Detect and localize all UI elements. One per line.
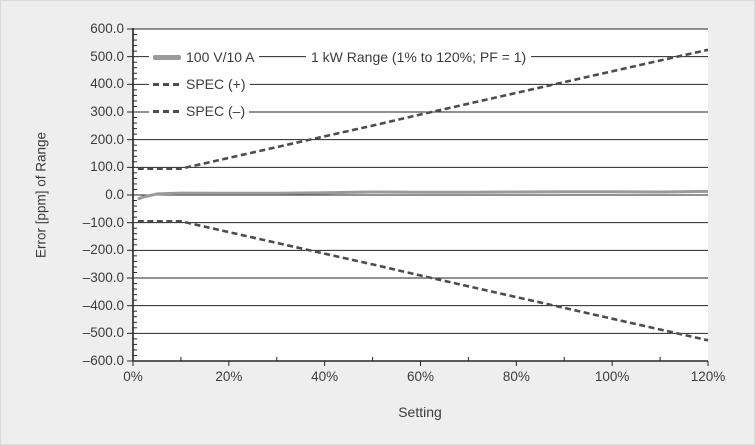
y-axis-title: Error [ppm] of Range <box>33 131 49 259</box>
legend-item-spec-plus: SPEC (+) <box>149 74 250 94</box>
y-tick-label: 300.0 <box>90 104 124 119</box>
series-line-0 <box>137 189 709 201</box>
x-tick-label: 40% <box>311 369 339 384</box>
series-line-2 <box>137 220 709 342</box>
y-tick-label: 600.0 <box>90 21 124 36</box>
legend-item-spec-minus: SPEC (–) <box>149 101 250 121</box>
series-line-1 <box>137 48 709 170</box>
chart-title: 1 kW Range (1% to 120%; PF = 1) <box>306 47 532 67</box>
y-tick-label: –200.0 <box>82 242 124 258</box>
legend-label: SPEC (–) <box>186 103 246 119</box>
x-tick-label: 20% <box>215 369 243 384</box>
solid-line-swatch-icon <box>153 54 181 60</box>
dashed-line-swatch-icon <box>153 109 181 113</box>
y-tick-label: 0.0 <box>105 187 124 202</box>
y-tick-label: –600.0 <box>82 353 124 368</box>
y-tick-label: –500.0 <box>82 325 124 341</box>
x-tick-label: 120% <box>690 369 726 384</box>
x-tick-label: 80% <box>502 369 530 384</box>
legend-label: SPEC (+) <box>186 76 246 92</box>
legend-item-measured: 100 V/10 A <box>149 47 259 67</box>
x-axis-title: Setting <box>398 404 442 420</box>
legend-label: 100 V/10 A <box>186 49 255 65</box>
dashed-line-swatch-icon <box>153 82 181 86</box>
x-tick-label: 100% <box>594 369 630 384</box>
x-tick-label: 0% <box>123 369 143 384</box>
y-tick-label: –400.0 <box>82 297 124 313</box>
x-tick-label: 60% <box>406 369 435 384</box>
y-tick-label: 400.0 <box>90 76 124 92</box>
y-tick-label: 100.0 <box>90 159 124 175</box>
y-tick-label: 500.0 <box>90 48 124 64</box>
y-tick-label: 200.0 <box>90 131 124 147</box>
y-tick-label: –300.0 <box>82 270 124 285</box>
y-tick-label: –100.0 <box>82 214 124 230</box>
